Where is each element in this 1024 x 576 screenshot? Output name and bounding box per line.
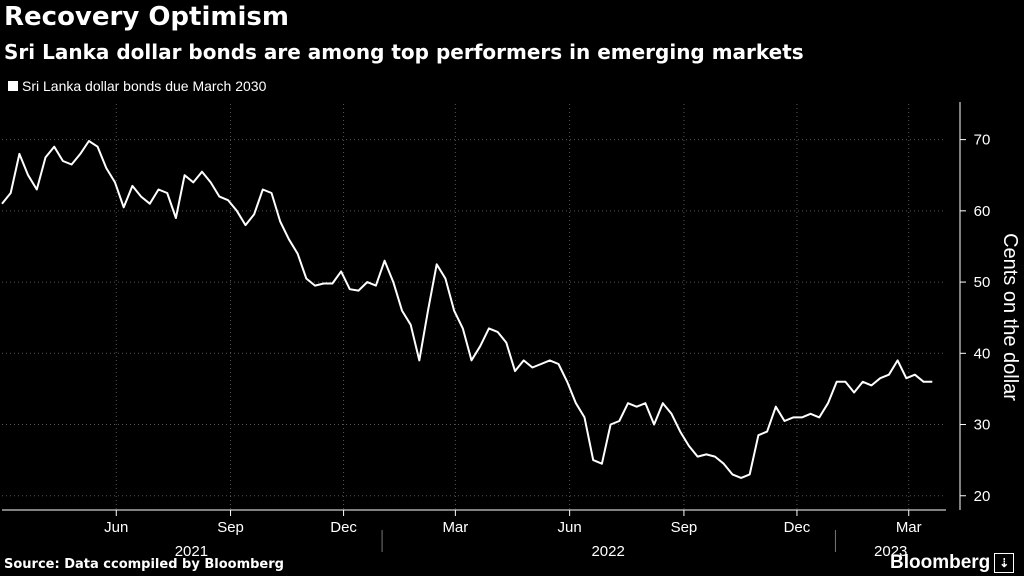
x-tick-label: Mar — [896, 519, 922, 536]
bloomberg-logo: Bloomberg ⇣ — [890, 552, 1015, 574]
bloomberg-terminal-icon: ⇣ — [994, 553, 1015, 573]
x-tick-label: Jun — [104, 519, 128, 536]
year-label: 2023 — [874, 543, 907, 560]
legend-swatch — [8, 81, 18, 91]
source-note: Source: Data ccompiled by Bloomberg — [4, 557, 284, 572]
series-line-0 — [1, 140, 933, 479]
x-tick-label: Sep — [671, 519, 698, 536]
y-tick-label: 50 — [974, 274, 991, 291]
y-tick-label: 40 — [974, 345, 991, 362]
x-tick-label: Dec — [330, 519, 357, 536]
year-label: 2021 — [175, 543, 208, 560]
legend: Sri Lanka dollar bonds due March 2030 — [8, 78, 266, 94]
x-tick-label: Dec — [784, 519, 811, 536]
year-label: 2022 — [591, 543, 624, 560]
x-tick-label: Jun — [558, 519, 582, 536]
x-tick-label: Sep — [217, 519, 244, 536]
brand-name: Bloomberg — [890, 552, 991, 573]
y-tick-label: 30 — [974, 417, 991, 434]
chart-title: Recovery Optimism — [4, 2, 289, 32]
y-tick-label: 70 — [974, 132, 991, 149]
legend-label: Sri Lanka dollar bonds due March 2030 — [22, 78, 267, 94]
y-axis-title: Cents on the dollar — [999, 233, 1021, 401]
y-tick-label: 60 — [974, 203, 991, 220]
x-tick-label: Mar — [442, 519, 468, 536]
chart-subtitle: Sri Lanka dollar bonds are among top per… — [4, 40, 804, 64]
y-tick-label: 20 — [974, 488, 991, 505]
